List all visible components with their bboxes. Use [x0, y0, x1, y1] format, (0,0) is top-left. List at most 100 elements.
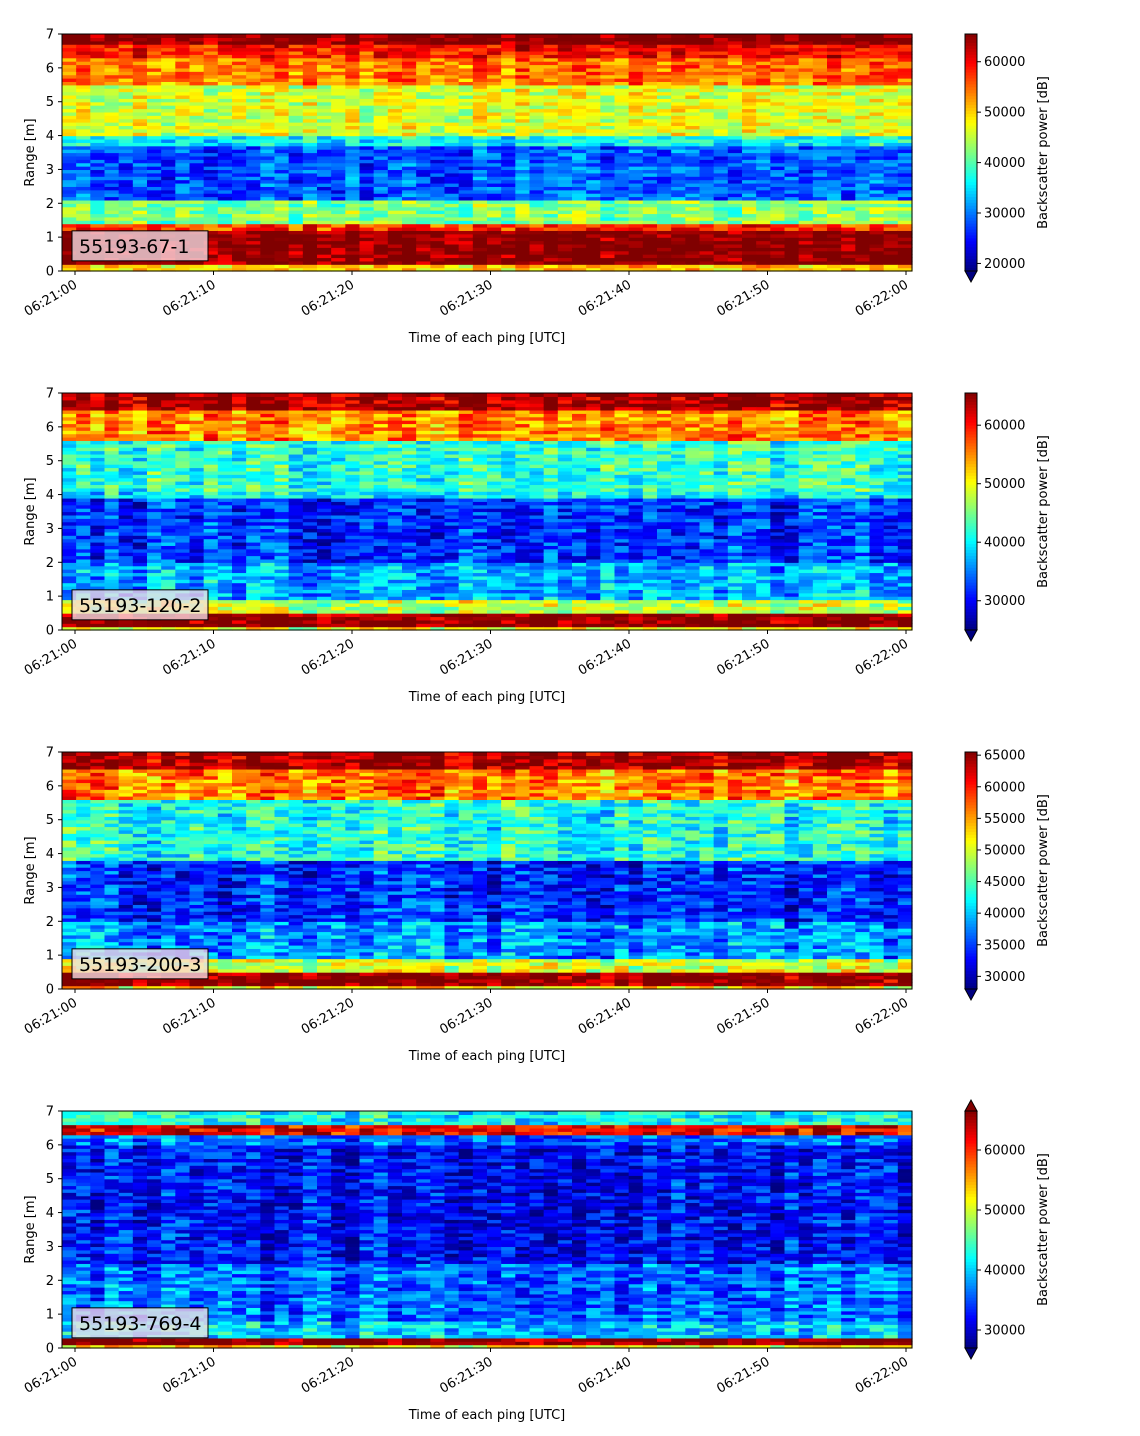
- colorbar-tick-label: 60000: [984, 55, 1025, 70]
- y-tick-label: 6: [46, 779, 54, 794]
- colorbar-extend-min: [965, 1348, 977, 1359]
- colorbar: 20000 30000 40000 50000 60000 Backscatter pow…: [965, 34, 1051, 282]
- colorbar-tick-label: 30000: [984, 1324, 1025, 1339]
- x-tick-label: 06:21:50: [714, 277, 772, 319]
- y-tick-label: 3: [46, 1240, 54, 1255]
- colorbar-tick-label: 35000: [984, 938, 1025, 953]
- y-tick-label: 7: [46, 28, 54, 43]
- colorbar-tick-label: 60000: [984, 419, 1025, 434]
- y-axis-label: Range [m]: [23, 118, 38, 186]
- x-tick-label: 06:21:40: [576, 995, 634, 1037]
- y-tick-label: 2: [46, 197, 54, 212]
- colorbar-tick-label: 40000: [984, 536, 1025, 551]
- colorbar-tick-label: 55000: [984, 812, 1025, 827]
- x-axis-label: Time of each ping [UTC]: [408, 1049, 566, 1064]
- y-tick-label: 7: [46, 746, 54, 761]
- colorbar: 30000 40000 50000 60000 Backscatter power [d…: [965, 1100, 1051, 1359]
- x-tick-label: 06:22:00: [853, 1354, 911, 1396]
- x-tick-label: 06:21:30: [437, 1354, 495, 1396]
- y-tick-label: 0: [46, 983, 54, 998]
- y-tick-label: 1: [46, 949, 54, 964]
- colorbar-tick-label: 50000: [984, 843, 1025, 858]
- x-tick-label: 06:21:10: [160, 995, 218, 1037]
- colorbar-tick-label: 45000: [984, 875, 1025, 890]
- colorbar-label: Backscatter power [dB]: [1036, 1153, 1051, 1306]
- colorbar-extend-min: [965, 630, 977, 641]
- colorbar-tick-label: 30000: [984, 207, 1025, 222]
- y-tick-label: 2: [46, 915, 54, 930]
- y-tick-label: 4: [46, 129, 54, 144]
- y-axis-label: Range [m]: [23, 836, 38, 904]
- colorbar-tick-label: 50000: [984, 1204, 1025, 1219]
- x-tick-label: 06:21:30: [437, 995, 495, 1037]
- colorbar-tick-label: 50000: [984, 477, 1025, 492]
- y-axis-label: Range [m]: [23, 477, 38, 545]
- station-label: 55193-200-3: [79, 954, 202, 976]
- colorbar-label: Backscatter power [dB]: [1036, 435, 1051, 588]
- y-axis-label: Range [m]: [23, 1195, 38, 1263]
- colorbar-tick-label: 60000: [984, 1144, 1025, 1159]
- colorbar-label: Backscatter power [dB]: [1036, 794, 1051, 947]
- x-tick-label: 06:21:30: [437, 277, 495, 319]
- y-tick-label: 1: [46, 1308, 54, 1323]
- x-axis-label: Time of each ping [UTC]: [408, 331, 566, 346]
- colorbar-label: Backscatter power [dB]: [1036, 76, 1051, 229]
- x-axis-label: Time of each ping [UTC]: [408, 690, 566, 705]
- colorbar-extend-max: [965, 1100, 977, 1111]
- y-tick-label: 0: [46, 265, 54, 280]
- colorbar: 30000 35000 40000 45000 50000 55000 60000 65000…: [965, 749, 1051, 1000]
- y-tick-label: 3: [46, 163, 54, 178]
- x-tick-label: 06:21:20: [299, 636, 357, 678]
- y-tick-label: 1: [46, 231, 54, 246]
- colorbar-tick-label: 40000: [984, 156, 1025, 171]
- x-tick-label: 06:21:20: [299, 277, 357, 319]
- station-label: 55193-120-2: [79, 595, 202, 617]
- y-tick-label: 3: [46, 881, 54, 896]
- y-tick-label: 3: [46, 522, 54, 537]
- colorbar-extend-min: [965, 989, 977, 1000]
- x-tick-label: 06:21:00: [22, 1354, 80, 1396]
- colorbar-tick-label: 50000: [984, 106, 1025, 121]
- y-tick-label: 0: [46, 1342, 54, 1357]
- x-tick-label: 06:21:00: [22, 995, 80, 1037]
- x-tick-label: 06:21:00: [22, 277, 80, 319]
- y-tick-label: 5: [46, 95, 54, 110]
- y-tick-label: 4: [46, 847, 54, 862]
- y-tick-label: 4: [46, 1206, 54, 1221]
- colorbar-tick-label: 60000: [984, 780, 1025, 795]
- x-tick-label: 06:21:40: [576, 636, 634, 678]
- x-tick-label: 06:21:40: [576, 277, 634, 319]
- x-tick-label: 06:22:00: [853, 636, 911, 678]
- station-label: 55193-769-4: [79, 1313, 202, 1335]
- chart-panel-1: 0 1 2 3 4 5 6 7 Range [m] 06:21:00 06:21:10 06:21:2…: [22, 28, 1051, 347]
- station-label: 55193-67-1: [79, 236, 189, 258]
- x-tick-label: 06:21:20: [299, 995, 357, 1037]
- y-tick-label: 7: [46, 387, 54, 402]
- y-tick-label: 0: [46, 624, 54, 639]
- x-tick-label: 06:21:50: [714, 636, 772, 678]
- x-tick-label: 06:21:10: [160, 636, 218, 678]
- colorbar-tick-label: 40000: [984, 1264, 1025, 1279]
- x-axis-label: Time of each ping [UTC]: [408, 1408, 566, 1423]
- colorbar-tick-label: 40000: [984, 907, 1025, 922]
- colorbar-tick-label: 30000: [984, 970, 1025, 985]
- y-tick-label: 2: [46, 556, 54, 571]
- y-tick-label: 6: [46, 1138, 54, 1153]
- y-tick-label: 4: [46, 488, 54, 503]
- x-tick-label: 06:21:30: [437, 636, 495, 678]
- x-tick-label: 06:21:20: [299, 1354, 357, 1396]
- x-tick-label: 06:21:10: [160, 277, 218, 319]
- x-tick-label: 06:21:10: [160, 1354, 218, 1396]
- y-tick-label: 7: [46, 1105, 54, 1120]
- colorbar-tick-label: 65000: [984, 749, 1025, 764]
- colorbar-extend-min: [965, 271, 977, 282]
- x-tick-label: 06:22:00: [853, 277, 911, 319]
- y-tick-label: 6: [46, 420, 54, 435]
- y-tick-label: 6: [46, 61, 54, 76]
- colorbar-tick-label: 20000: [984, 257, 1025, 272]
